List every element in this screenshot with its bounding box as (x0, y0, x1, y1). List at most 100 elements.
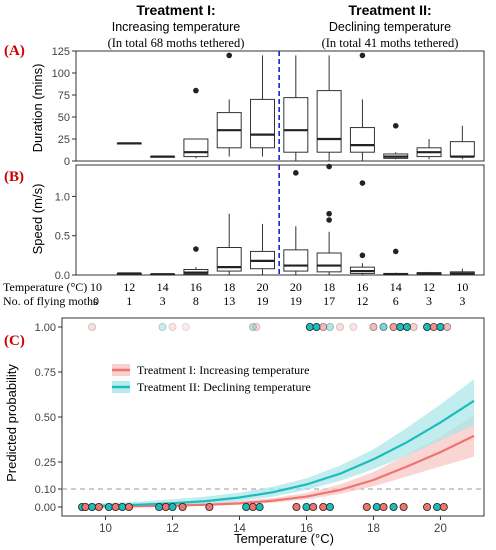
panel-b-ylabel: Speed (m/s) (30, 184, 45, 255)
observation-point (319, 322, 328, 331)
table-count-cell: 6 (393, 294, 399, 308)
panel-a-ytick-label: 75 (58, 90, 70, 102)
panel-label-a: (A) (4, 43, 25, 59)
panel-a-box (283, 97, 309, 153)
observation-point (325, 322, 334, 331)
panel-c-ytick-label: 0.00 (35, 502, 56, 514)
observation-point (248, 322, 257, 331)
observation-point (402, 322, 411, 331)
observation-point (81, 502, 90, 511)
legend-label: Treatment II: Declining temperature (137, 380, 311, 394)
observation-point (155, 502, 164, 511)
observation-point (104, 502, 113, 511)
observation-point (389, 322, 398, 331)
table-temp-cell: 16 (190, 280, 202, 294)
observation-point (362, 502, 371, 511)
table-temp-cell: 18 (323, 280, 335, 294)
observation-point (158, 322, 167, 331)
observation-point (396, 322, 405, 331)
observation-point (335, 322, 344, 331)
panel-b-outlier (193, 246, 199, 252)
treatment-1-note: (In total 68 moths tethered) (108, 36, 245, 50)
flying-moths-table: 10 12 14 16 18 20 20 18 16 14 12 100 1 3 8 13 19 19 17 12 6 3… (90, 280, 468, 308)
table-count-cell: 3 (160, 294, 166, 308)
table-temp-cell: 20 (257, 280, 269, 294)
observation-point (94, 502, 103, 511)
observation-point (118, 502, 127, 511)
observation-point (379, 322, 388, 331)
panel-c-legend: Treatment I: Increasing temperature Treat… (112, 363, 311, 394)
observation-point (369, 322, 378, 331)
observation-point (111, 502, 120, 511)
panel-c-xtick-label: 18 (367, 523, 380, 535)
panel-a-ytick-label: 50 (58, 112, 70, 124)
panel-c-plot: 0.00 0.10 0.25 0.50 0.75 1.00 10 12 14 16 18 20 Trea… (35, 317, 485, 535)
table-temp-cell: 12 (423, 280, 435, 294)
table-temp-cell: 18 (223, 280, 235, 294)
treatment-1-title: Treatment I: (136, 2, 215, 18)
observation-point (205, 502, 214, 511)
panel-label-b: (B) (4, 169, 24, 185)
panel-a-box (349, 127, 375, 153)
panel-a-outlier (226, 52, 233, 59)
observation-point (252, 322, 261, 331)
panel-a-ytick-label: 25 (58, 134, 70, 146)
series-1-line (78, 434, 475, 508)
legend-label: Treatment I: Increasing temperature (137, 363, 310, 377)
observation-point (302, 502, 311, 511)
table-temp-cell: 14 (390, 280, 402, 294)
panel-a-plot: 0 25 50 75 100 125 (52, 46, 485, 168)
panel-a-outlier (359, 52, 366, 59)
panel-a-box (449, 141, 475, 158)
panel-a-ylabel: Duration (mins) (30, 64, 45, 153)
panel-b-outlier (392, 248, 399, 255)
panel-c-xtick-label: 14 (233, 523, 246, 535)
panel-label-c: (C) (4, 333, 25, 349)
panel-a-outlier (193, 87, 199, 94)
observation-point (168, 322, 177, 331)
observation-point (312, 322, 321, 331)
panel-a-frame (75, 50, 485, 162)
table-temp-cell: 10 (90, 280, 102, 294)
observation-point (181, 322, 190, 331)
panel-b-ytick-label: 0.0 (55, 270, 70, 282)
panel-c-xtick-label: 12 (166, 523, 179, 535)
panel-c-ytick-label: 0.75 (35, 367, 56, 379)
observation-point (436, 322, 445, 331)
observation-point (255, 502, 264, 511)
observation-point (439, 502, 448, 511)
panel-c-ylabel: Predicted probability (4, 364, 19, 482)
panel-c-ytick-label: 1.00 (35, 322, 56, 334)
table-count-cell: 17 (323, 294, 335, 308)
observation-point (88, 502, 97, 511)
observation-point (389, 502, 398, 511)
panel-a-ytick-label: 125 (52, 46, 70, 58)
panel-b-outlier (326, 210, 332, 217)
panel-b-box (283, 249, 309, 272)
observation-point (248, 502, 257, 511)
table-count-cell: 0 (93, 294, 99, 308)
table-temp-cell: 20 (290, 280, 302, 294)
panel-a-ytick-label: 100 (52, 68, 70, 80)
panel-c-xlabel: Temperature (°C) (234, 531, 334, 546)
panel-a-outlier (392, 123, 399, 129)
panel-b-plot: 0.0 0.5 1.0 (55, 163, 485, 282)
observation-point (88, 322, 97, 331)
table-count-cell: 1 (126, 294, 132, 308)
treatment-2-note: (In total 41 moths tethered) (322, 36, 459, 50)
table-count-cell: 19 (257, 294, 269, 308)
series-2-line (78, 399, 475, 508)
panel-b-frame (75, 164, 485, 276)
panel-b-outlier (293, 170, 299, 176)
panel-a-box (183, 138, 209, 158)
panel-b-outlier (326, 217, 332, 223)
table-temp-cell: 14 (157, 280, 169, 294)
panel-c-ytick-label: 0.50 (35, 412, 56, 424)
table-temp-label: Temperature (°C) (3, 280, 87, 294)
panel-b-box (316, 252, 342, 273)
observation-point (168, 502, 177, 511)
panel-a-box (250, 98, 276, 149)
panel-b-outlier (359, 252, 366, 259)
table-count-cell: 13 (223, 294, 235, 308)
